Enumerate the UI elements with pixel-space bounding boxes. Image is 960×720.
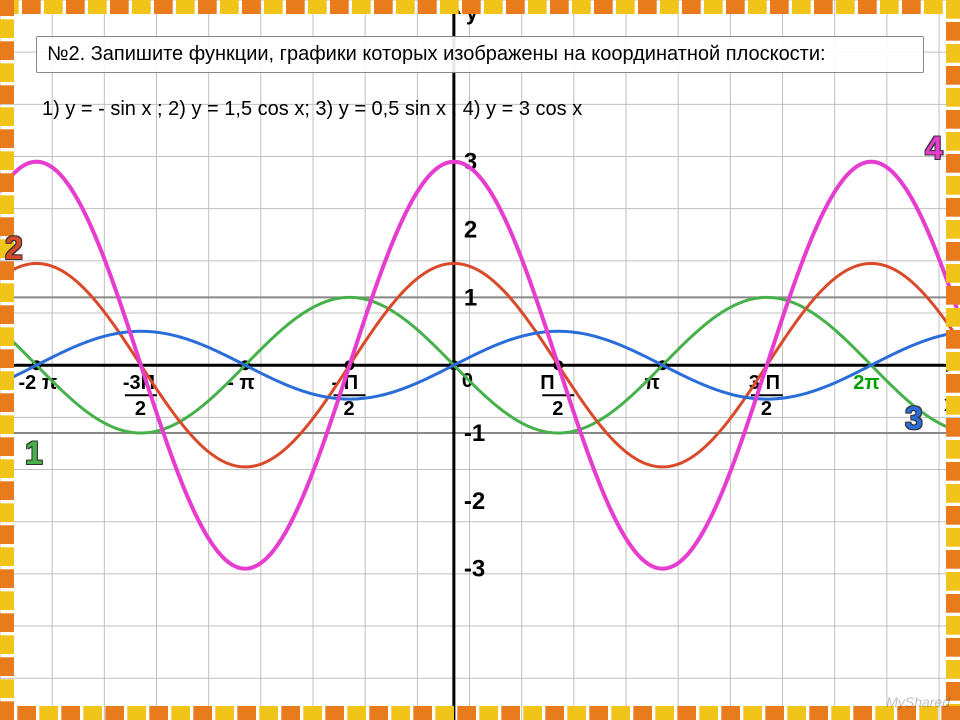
svg-text:y: y <box>466 0 479 25</box>
svg-text:-2: -2 <box>464 488 485 515</box>
svg-text:-1: -1 <box>464 420 485 447</box>
svg-text:-2 π: -2 π <box>19 372 58 394</box>
svg-text:П: П <box>540 372 554 394</box>
task-answers: 1) y = - sin x ; 2) y = 1,5 cos x; 3) y … <box>42 98 582 121</box>
svg-text:2: 2 <box>464 217 477 244</box>
svg-text:2: 2 <box>552 398 563 420</box>
task-prompt: №2. Запишите функции, графики которых из… <box>36 36 924 73</box>
svg-text:2: 2 <box>344 398 355 420</box>
curve-label-2: 2 <box>5 230 23 267</box>
svg-text:-3: -3 <box>464 556 485 583</box>
svg-text:x: x <box>944 391 957 416</box>
curve-label-1: 1 <box>25 435 43 472</box>
svg-text:2: 2 <box>135 398 146 420</box>
svg-text:- π: - π <box>227 372 255 394</box>
curve-label-4: 4 <box>925 130 943 167</box>
svg-text:2π: 2π <box>853 372 879 394</box>
svg-text:1: 1 <box>464 284 477 311</box>
svg-text:2: 2 <box>761 398 772 420</box>
curve-label-3: 3 <box>905 400 923 437</box>
watermark: MyShared <box>886 694 950 710</box>
